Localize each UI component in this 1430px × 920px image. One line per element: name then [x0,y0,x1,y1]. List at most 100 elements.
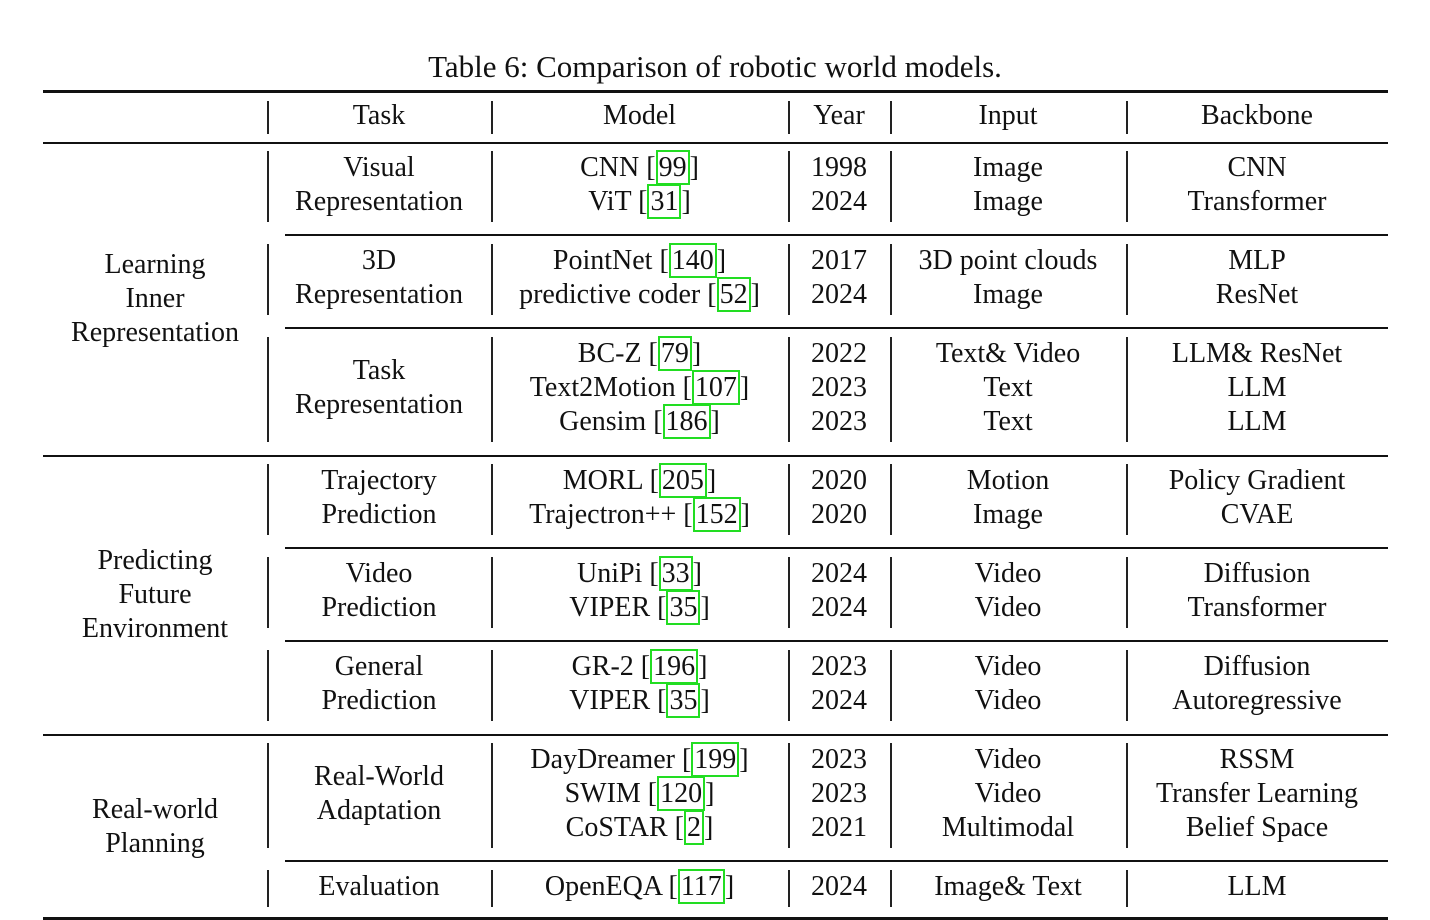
citation-link[interactable]: 186 [662,404,711,439]
model-cell: Gensim [186] [491,404,788,439]
column-divider [890,244,892,315]
model-cell: VIPER [35] [491,683,788,718]
backbone-cell: Autoregressive [1126,684,1388,718]
citation-link[interactable]: 99 [655,150,690,185]
model-name: VIPER [35] [569,590,710,625]
group-rule [285,547,1388,549]
column-divider [1126,650,1128,721]
input-cell: Multimodal [890,811,1126,845]
model-cell: Trajectron++ [152] [491,497,788,532]
input-value: Video [974,744,1042,775]
citation-link[interactable]: 52 [716,277,751,312]
group-rule [285,640,1388,642]
input-cell: Motion [890,464,1126,498]
citation-link[interactable]: 205 [658,463,707,498]
citation-link[interactable]: 199 [691,742,740,777]
citation-link[interactable]: 2 [684,810,704,845]
task-label: Prediction [321,592,437,623]
backbone-cell: Transformer [1126,591,1388,625]
input-cell: Image [890,185,1126,219]
task-cell: Evaluation [267,870,491,904]
input-value: Text& Video [935,338,1081,369]
column-divider [1126,464,1128,535]
column-divider [788,557,790,628]
input-cell: Image [890,151,1126,185]
backbone-cell: LLM [1126,870,1388,904]
input-cell: Video [890,777,1126,811]
year-cell: 2023 [788,650,890,684]
model-name: VIPER [35] [569,683,710,718]
citation-link[interactable]: 152 [692,497,741,532]
backbone-value: LLM [1227,871,1287,902]
backbone-cell: CVAE [1126,498,1388,532]
task-label: General [334,651,424,682]
citation-link[interactable]: 140 [668,243,717,278]
input-cell: Video [890,650,1126,684]
category-label: Environment [81,612,229,644]
column-divider [267,337,269,442]
citation-link[interactable]: 196 [650,649,699,684]
task-cell: Visual Representation [267,151,491,219]
backbone-value: CVAE [1220,499,1294,530]
input-cell: Text [890,405,1126,439]
category-label: Predicting [97,544,213,576]
input-value: Text [983,406,1033,437]
input-cell: Image [890,278,1126,312]
task-cell: General Prediction [267,650,491,718]
column-divider [491,464,493,535]
backbone-cell: Transfer Learning [1126,777,1388,811]
task-label: Real-World [314,761,444,792]
year-cell: 2024 [788,870,890,904]
input-value: Video [974,651,1042,682]
input-value: Image [973,186,1043,217]
year-value: 2020 [811,465,867,496]
column-divider [267,151,269,222]
citation-link[interactable]: 33 [658,556,693,591]
task-label: Trajectory [321,465,437,496]
column-divider [267,743,269,848]
year-cell: 2023 [788,371,890,405]
citation-link[interactable]: 79 [657,336,692,371]
column-divider [1126,337,1128,442]
model-name: CoSTAR [2] [565,810,714,845]
input-cell: Text [890,371,1126,405]
column-divider [890,101,892,134]
citation-link[interactable]: 117 [677,869,725,904]
year-value: 2017 [811,245,867,276]
citation-link[interactable]: 107 [691,370,740,405]
model-cell: MORL [205] [491,463,788,498]
backbone-value: CNN [1227,152,1287,183]
task-label: Representation [295,279,463,310]
year-cell: 2017 [788,244,890,278]
year-value: 2021 [811,812,867,843]
model-cell: CNN [99] [491,150,788,185]
task-label: Evaluation [318,871,440,902]
citation-link[interactable]: 31 [647,184,682,219]
year-cell: 2022 [788,337,890,371]
year-cell: 2024 [788,684,890,718]
input-cell: 3D point clouds [890,244,1126,278]
comparison-table: Task Model Year Input Backbone Visual Represen… [43,90,1388,920]
input-value: Video [974,592,1042,623]
year-value: 2022 [811,338,867,369]
backbone-value: Diffusion [1203,651,1311,682]
citation-link[interactable]: 35 [666,590,701,625]
year-cell: 2023 [788,405,890,439]
model-name: BC-Z [79] [577,336,702,371]
category-cell: Learning Inner Representation [43,142,267,455]
year-cell: 2020 [788,464,890,498]
model-name: Trajectron++ [152] [529,497,750,532]
header-year: Year [813,100,865,131]
column-divider [1126,151,1128,222]
category-label: Learning [104,248,206,280]
column-divider [788,101,790,134]
year-value: 2020 [811,499,867,530]
backbone-cell: ResNet [1126,278,1388,312]
input-cell: Text& Video [890,337,1126,371]
backbone-cell: Diffusion [1126,650,1388,684]
column-divider [491,244,493,315]
citation-link[interactable]: 120 [657,776,706,811]
citation-link[interactable]: 35 [666,683,701,718]
model-name: Gensim [186] [559,404,720,439]
task-cell: Task Representation [267,337,491,439]
